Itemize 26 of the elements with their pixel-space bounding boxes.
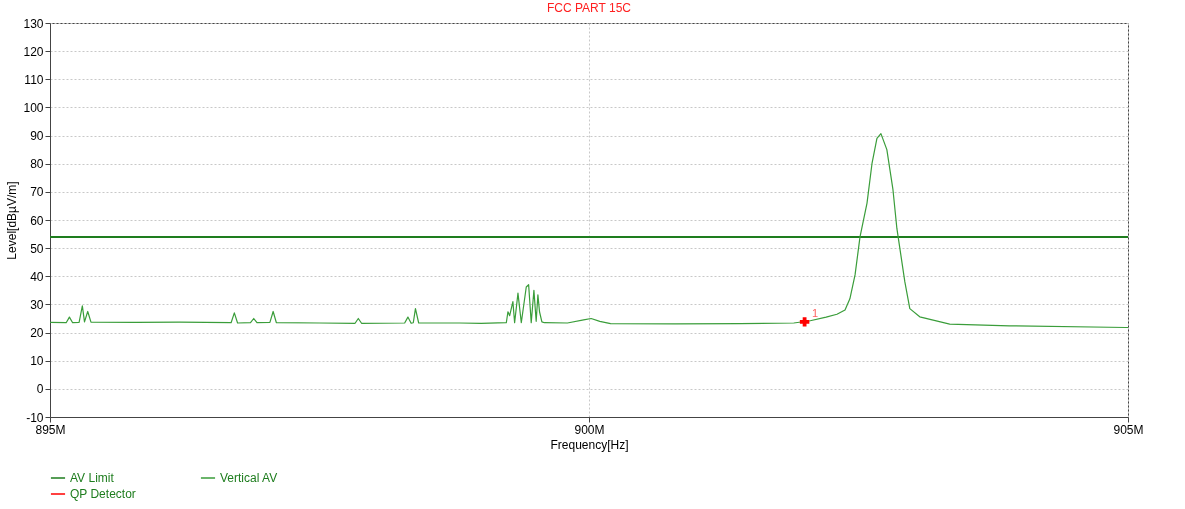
x-axis-title: Frequency[Hz]	[550, 437, 629, 452]
y-tick-label: 100	[23, 100, 44, 115]
line-series	[50, 133, 1128, 329]
y-tick-label: 110	[24, 72, 44, 87]
legend-label: AV Limit	[70, 471, 115, 485]
y-tick-label: 10	[30, 354, 44, 369]
y-tick-label: 20	[30, 326, 44, 341]
y-tick-label: 30	[30, 297, 44, 312]
y-tick-label: -10	[26, 410, 44, 425]
y-axis-title: Level[dBµV/m]	[5, 181, 20, 260]
x-tick-label: 895M	[35, 422, 66, 437]
y-tick-label: 70	[30, 185, 44, 200]
chart-title: FCC PART 15C	[546, 1, 632, 15]
legend-label: QP Detector	[70, 487, 136, 501]
legend-label: Vertical AV	[220, 471, 278, 485]
y-tick-label: 120	[23, 44, 44, 59]
y-tick-label: 50	[30, 241, 44, 256]
x-tick-label: 905M	[1113, 422, 1144, 437]
y-tick-label: 60	[30, 213, 44, 228]
y-tick-label: 80	[30, 157, 44, 172]
y-tick-label: 130	[23, 16, 44, 31]
y-tick-label: 40	[30, 269, 44, 284]
y-tick-label: 0	[36, 382, 44, 397]
annotation: 1	[811, 307, 819, 320]
y-tick-label: 90	[30, 129, 44, 144]
x-tick-label: 900M	[574, 422, 605, 437]
